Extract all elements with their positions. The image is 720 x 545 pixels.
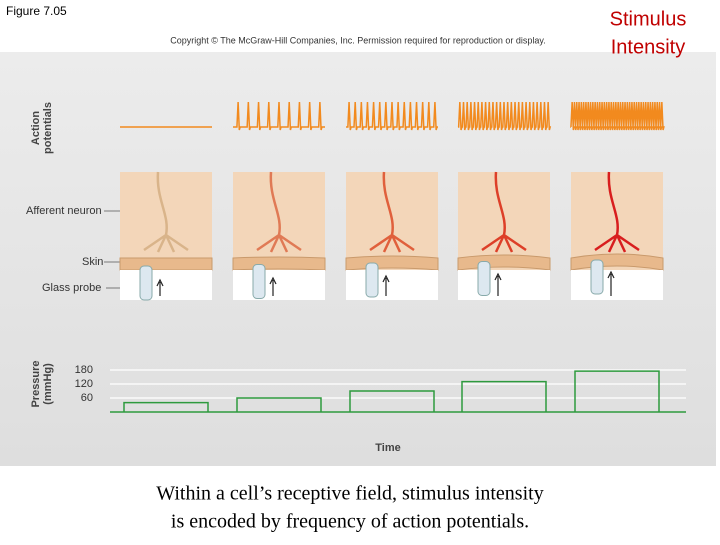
arrow	[382, 274, 390, 296]
skin-surface	[345, 255, 439, 271]
glass-probe	[477, 261, 491, 296]
below-skin	[233, 270, 325, 300]
below-skin	[571, 270, 663, 300]
axis-label: Action	[30, 111, 42, 146]
pressure-step	[123, 401, 209, 412]
copyright: Copyright © The McGraw-Hill Companies, I…	[170, 35, 545, 45]
action-potential-trace	[346, 101, 438, 131]
y-tick-label: 120	[75, 378, 93, 390]
below-skin	[346, 270, 438, 300]
axis-label: Pressure	[30, 360, 42, 407]
glass-probe	[365, 262, 379, 298]
arrow	[607, 270, 615, 296]
glass-probe	[252, 264, 266, 299]
pressure-step	[349, 390, 435, 412]
action-potential-trace	[233, 101, 325, 131]
y-tick-label: 60	[81, 392, 93, 404]
x-axis-label: Time	[375, 442, 400, 454]
label: Glass probe	[42, 282, 101, 294]
caption: Within a cell’s receptive field, stimulu…	[156, 483, 543, 505]
stimulus-label: Stimulus	[610, 8, 687, 30]
glass-probe	[139, 265, 153, 301]
glass-probe	[590, 259, 604, 295]
label: Skin	[82, 256, 103, 268]
arrow	[494, 272, 502, 296]
arrow	[269, 276, 277, 296]
action-potential-trace	[570, 101, 665, 131]
axis-label: (mmHg)	[42, 363, 54, 405]
afferent-neuron	[481, 171, 527, 253]
y-tick-label: 180	[75, 364, 93, 376]
label: Afferent neuron	[26, 205, 102, 217]
arrow	[156, 278, 164, 296]
afferent-neuron	[369, 171, 415, 253]
below-skin	[120, 270, 212, 300]
skin-surface	[232, 256, 326, 271]
afferent-neuron	[143, 171, 189, 253]
figure-number: Figure 7.05	[6, 4, 67, 18]
below-skin	[458, 270, 550, 300]
pressure-step	[236, 397, 322, 412]
axis-label: potentials	[42, 102, 54, 154]
action-potential-trace	[457, 101, 552, 131]
afferent-neuron	[256, 171, 302, 253]
afferent-neuron	[594, 171, 640, 253]
skin-surface	[119, 257, 213, 271]
pressure-step	[461, 380, 547, 412]
caption: is encoded by frequency of action potent…	[171, 511, 529, 533]
pressure-step	[574, 370, 660, 412]
stimulus-label: Intensity	[611, 36, 685, 58]
